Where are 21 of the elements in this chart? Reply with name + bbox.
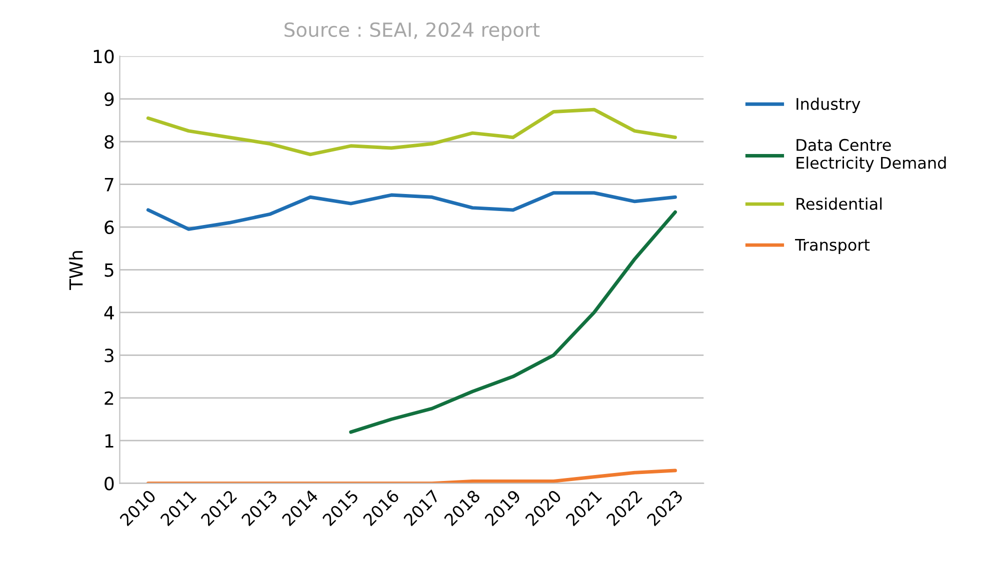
line-series: [146, 108, 677, 156]
y-tick-label: 2: [104, 391, 114, 405]
y-tick-label: 7: [104, 178, 114, 192]
y-axis-title: TWh: [68, 251, 83, 290]
line-series: [349, 210, 677, 434]
y-tick-label: 10: [94, 50, 114, 64]
legend-label: Transport: [795, 239, 870, 254]
line-series: [146, 468, 677, 484]
legend-label: Data Centre Electricity Demand: [796, 138, 946, 172]
legend-label: Industry: [796, 98, 860, 114]
legend-label: Residential: [796, 198, 882, 210]
y-tick-label: 9: [104, 92, 114, 106]
y-tick-label: 5: [104, 263, 114, 277]
line-series: [146, 191, 677, 231]
y-tick-label: 6: [104, 220, 114, 234]
chart-title: Source : SEAI, 2024 report: [284, 22, 540, 41]
y-tick-label: 1: [105, 434, 114, 448]
y-tick-label: 8: [104, 135, 114, 149]
y-tick-label: 4: [104, 306, 114, 320]
y-tick-label: 3: [104, 348, 114, 362]
y-tick-label: 0: [104, 476, 114, 490]
